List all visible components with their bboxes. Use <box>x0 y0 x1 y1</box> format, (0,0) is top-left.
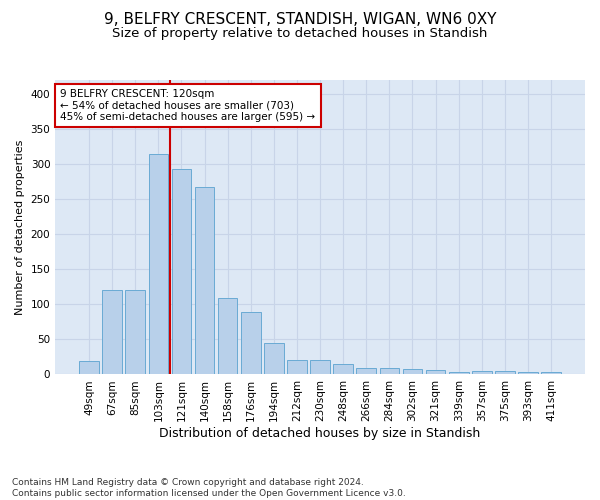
Bar <box>287 360 307 374</box>
Bar <box>103 290 122 374</box>
Bar <box>149 154 168 374</box>
Bar <box>518 372 538 374</box>
Bar <box>356 368 376 374</box>
X-axis label: Distribution of detached houses by size in Standish: Distribution of detached houses by size … <box>160 427 481 440</box>
Bar <box>172 169 191 374</box>
Bar <box>426 370 445 374</box>
Bar <box>334 364 353 374</box>
Bar <box>79 361 99 374</box>
Bar <box>264 343 284 374</box>
Bar <box>403 369 422 374</box>
Bar <box>218 298 238 374</box>
Text: 9, BELFRY CRESCENT, STANDISH, WIGAN, WN6 0XY: 9, BELFRY CRESCENT, STANDISH, WIGAN, WN6… <box>104 12 496 28</box>
Text: Size of property relative to detached houses in Standish: Size of property relative to detached ho… <box>112 28 488 40</box>
Bar <box>310 360 330 374</box>
Bar <box>449 372 469 374</box>
Text: Contains HM Land Registry data © Crown copyright and database right 2024.
Contai: Contains HM Land Registry data © Crown c… <box>12 478 406 498</box>
Bar <box>125 290 145 374</box>
Bar <box>195 188 214 374</box>
Bar <box>495 371 515 374</box>
Text: 9 BELFRY CRESCENT: 120sqm
← 54% of detached houses are smaller (703)
45% of semi: 9 BELFRY CRESCENT: 120sqm ← 54% of detac… <box>61 89 316 122</box>
Bar <box>541 372 561 374</box>
Y-axis label: Number of detached properties: Number of detached properties <box>15 140 25 315</box>
Bar <box>472 371 491 374</box>
Bar <box>380 368 399 374</box>
Bar <box>241 312 260 374</box>
